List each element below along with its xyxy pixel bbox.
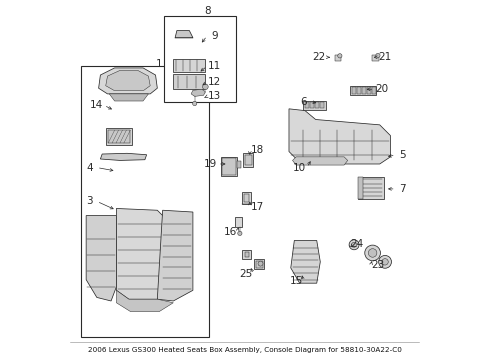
Polygon shape	[116, 208, 164, 299]
Bar	[242, 193, 250, 204]
Polygon shape	[290, 240, 320, 283]
Bar	[334, 55, 340, 61]
Text: 13: 13	[207, 91, 221, 102]
Polygon shape	[191, 89, 205, 96]
Circle shape	[381, 258, 387, 265]
Text: 11: 11	[207, 61, 221, 71]
Circle shape	[202, 84, 208, 90]
Text: 10: 10	[292, 163, 305, 172]
Text: 1: 1	[156, 59, 162, 69]
Polygon shape	[116, 290, 173, 312]
Text: 21: 21	[378, 52, 391, 62]
Bar	[349, 86, 375, 95]
Polygon shape	[100, 153, 146, 161]
Circle shape	[378, 256, 391, 268]
Circle shape	[258, 261, 263, 266]
Polygon shape	[109, 94, 148, 101]
Bar	[173, 74, 205, 89]
Bar	[242, 250, 250, 258]
Bar	[305, 102, 308, 108]
Text: 7: 7	[399, 184, 406, 194]
Bar	[371, 55, 378, 61]
Circle shape	[348, 240, 358, 250]
Bar	[319, 102, 323, 108]
Bar	[366, 87, 370, 94]
Text: 5: 5	[399, 150, 406, 160]
Bar	[164, 16, 235, 102]
Bar	[244, 155, 251, 165]
Text: 19: 19	[203, 159, 217, 169]
Circle shape	[192, 102, 196, 105]
Bar	[358, 177, 383, 198]
Bar	[358, 177, 362, 198]
Text: 25: 25	[239, 269, 252, 279]
Bar	[222, 158, 235, 175]
Circle shape	[337, 54, 341, 58]
Bar	[255, 261, 262, 268]
Text: 8: 8	[203, 6, 210, 16]
Text: 23: 23	[370, 260, 384, 270]
Bar	[105, 128, 132, 145]
Polygon shape	[292, 157, 347, 165]
Text: 9: 9	[210, 31, 217, 41]
Circle shape	[237, 231, 242, 235]
Bar	[237, 161, 240, 167]
Text: 6: 6	[299, 97, 306, 107]
Text: 12: 12	[207, 77, 221, 87]
Bar	[314, 102, 318, 108]
Bar	[173, 59, 205, 72]
Circle shape	[364, 245, 380, 261]
Polygon shape	[99, 68, 157, 94]
Polygon shape	[86, 216, 116, 301]
Text: 3: 3	[86, 196, 93, 206]
Text: 15: 15	[289, 276, 302, 287]
Bar	[309, 102, 313, 108]
Text: 20: 20	[374, 84, 387, 94]
Bar	[108, 130, 130, 143]
Text: 16: 16	[223, 226, 236, 237]
Bar	[371, 87, 375, 94]
Circle shape	[367, 249, 376, 257]
Bar	[362, 87, 366, 94]
Polygon shape	[105, 71, 150, 90]
Text: 24: 24	[349, 239, 363, 249]
Bar	[81, 66, 208, 337]
Bar	[351, 87, 355, 94]
Circle shape	[351, 242, 356, 247]
Circle shape	[375, 53, 379, 58]
Text: 22: 22	[312, 52, 325, 62]
Bar	[357, 87, 361, 94]
Bar	[303, 101, 325, 109]
Text: 14: 14	[90, 100, 103, 110]
Bar	[244, 252, 249, 257]
Bar	[234, 217, 242, 227]
Text: 2006 Lexus GS300 Heated Seats Box Assembly, Console Diagram for 58810-30A22-C0: 2006 Lexus GS300 Heated Seats Box Assemb…	[87, 347, 401, 353]
Bar	[243, 153, 253, 167]
Polygon shape	[157, 210, 192, 301]
Text: 18: 18	[250, 145, 263, 155]
Bar	[244, 194, 249, 202]
Bar	[254, 259, 264, 269]
Text: 17: 17	[250, 202, 263, 212]
Polygon shape	[288, 109, 389, 164]
Polygon shape	[175, 31, 192, 38]
Text: 4: 4	[86, 163, 93, 172]
Bar	[220, 157, 237, 176]
